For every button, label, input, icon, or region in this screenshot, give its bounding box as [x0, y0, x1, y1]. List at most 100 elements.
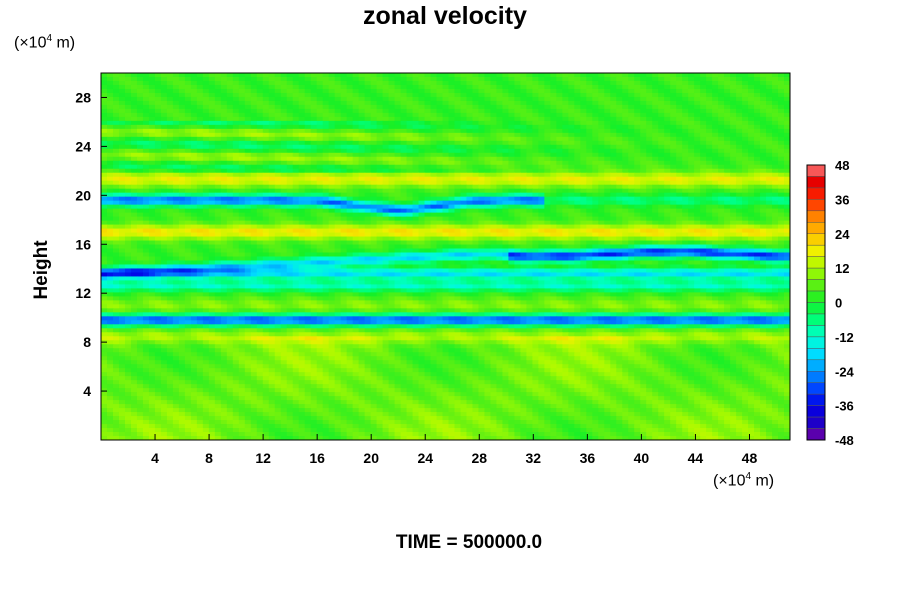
field-cell	[736, 84, 743, 90]
field-cell	[616, 124, 623, 130]
field-cell	[532, 120, 539, 126]
field-cell	[622, 92, 629, 98]
field-cell	[370, 244, 378, 250]
field-cell	[676, 204, 683, 210]
field-cell	[628, 152, 635, 158]
field-cell	[178, 240, 186, 246]
field-cell	[112, 184, 120, 190]
field-cell	[226, 220, 234, 226]
field-cell	[208, 176, 216, 182]
field-cell	[101, 212, 108, 218]
field-cell	[256, 172, 264, 178]
field-cell	[406, 144, 414, 150]
field-cell	[508, 80, 515, 86]
field-cell	[280, 192, 288, 198]
field-cell	[400, 73, 408, 78]
field-cell	[448, 73, 456, 78]
field-cell	[592, 172, 599, 178]
field-cell	[460, 204, 468, 210]
field-cell	[346, 120, 354, 126]
field-cell	[484, 136, 492, 142]
field-cell	[724, 156, 731, 162]
field-cell	[682, 84, 689, 90]
field-cell	[256, 128, 264, 134]
field-cell	[382, 188, 390, 194]
field-cell	[484, 100, 492, 106]
field-cell	[334, 128, 342, 134]
field-cell	[586, 132, 593, 138]
field-cell	[760, 92, 767, 98]
field-cell	[610, 148, 617, 154]
field-cell	[286, 112, 294, 118]
field-cell	[394, 232, 402, 238]
field-cell	[166, 152, 174, 158]
field-cell	[406, 224, 414, 230]
field-cell	[262, 220, 270, 226]
field-cell	[406, 160, 414, 166]
field-cell	[148, 176, 156, 182]
field-cell	[298, 120, 306, 126]
field-cell	[736, 236, 743, 242]
field-cell	[568, 164, 575, 170]
field-cell	[466, 164, 474, 170]
field-cell	[622, 176, 629, 182]
field-cell	[334, 112, 342, 118]
field-cell	[226, 148, 234, 154]
field-cell	[532, 124, 539, 130]
field-cell	[280, 224, 288, 230]
field-cell	[358, 164, 366, 170]
field-cell	[310, 124, 318, 130]
field-cell	[580, 220, 587, 226]
field-cell	[700, 172, 707, 178]
field-cell	[514, 144, 521, 150]
field-cell	[760, 120, 767, 126]
field-cell	[622, 196, 629, 202]
field-cell	[364, 88, 372, 94]
field-cell	[592, 136, 599, 142]
field-cell	[694, 208, 701, 214]
field-cell	[124, 84, 132, 90]
field-cell	[586, 136, 593, 142]
field-cell	[478, 76, 486, 82]
field-cell	[394, 120, 402, 126]
field-cell	[256, 73, 264, 78]
field-cell	[526, 104, 533, 110]
field-cell	[442, 144, 450, 150]
field-cell	[724, 168, 731, 174]
field-cell	[304, 164, 312, 170]
field-cell	[346, 244, 354, 250]
field-cell	[214, 108, 222, 114]
field-cell	[748, 232, 755, 238]
field-cell	[742, 136, 749, 142]
field-cell	[646, 88, 653, 94]
field-cell	[436, 196, 444, 202]
field-cell	[196, 132, 204, 138]
field-cell	[310, 76, 318, 82]
field-cell	[646, 148, 653, 154]
field-cell	[178, 228, 186, 234]
field-cell	[670, 164, 677, 170]
field-cell	[160, 156, 168, 162]
field-cell	[208, 184, 216, 190]
field-cell	[610, 96, 617, 102]
field-cell	[394, 204, 402, 210]
field-cell	[400, 148, 408, 154]
field-cell	[646, 144, 653, 150]
field-cell	[304, 212, 312, 218]
field-cell	[472, 212, 480, 218]
field-cell	[682, 208, 689, 214]
field-cell	[700, 84, 707, 90]
field-cell	[730, 204, 737, 210]
field-cell	[754, 120, 761, 126]
field-cell	[118, 88, 126, 94]
field-cell	[436, 136, 444, 142]
field-cell	[256, 212, 264, 218]
field-cell	[364, 76, 372, 82]
field-cell	[101, 208, 108, 214]
field-cell	[280, 144, 288, 150]
field-cell	[466, 112, 474, 118]
field-cell	[760, 108, 767, 114]
field-cell	[160, 120, 168, 126]
field-cell	[604, 228, 611, 234]
field-cell	[370, 236, 378, 242]
